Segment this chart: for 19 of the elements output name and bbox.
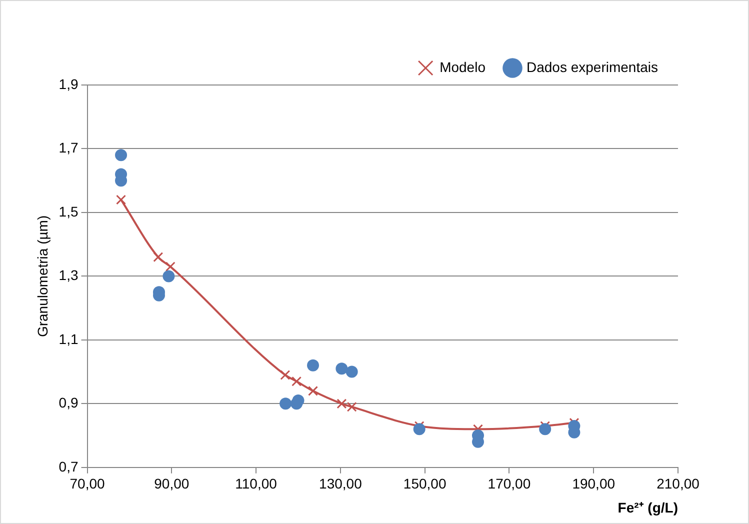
legend-label: Modelo — [440, 58, 486, 75]
y-tick-label: 1,1 — [58, 330, 78, 347]
x-tick-label: 170,00 — [488, 476, 531, 492]
x-axis-title: Fe²⁺ (g/L) — [618, 499, 678, 516]
x-tick-label: 130,00 — [319, 476, 362, 492]
x-tick-label: 150,00 — [403, 476, 446, 492]
y-tick-label: 1,3 — [58, 267, 78, 284]
x-tick-label: 110,00 — [235, 476, 278, 492]
y-tick-label: 1,7 — [58, 140, 78, 156]
y-tick-label: 1,9 — [58, 76, 78, 92]
y-tick-label: 1,5 — [58, 203, 78, 220]
y-tick-label: 0,9 — [58, 394, 78, 411]
y-axis-title: Granulometria (µm) — [34, 215, 50, 338]
x-tick-label: 70,00 — [70, 476, 105, 492]
legend-label: Dados experimentais — [526, 58, 658, 75]
x-tick-label: 90,00 — [154, 476, 190, 492]
x-tick-label: 210,00 — [656, 476, 700, 492]
x-tick-label: 190,00 — [572, 476, 616, 492]
y-tick-label: 0,7 — [58, 458, 78, 474]
